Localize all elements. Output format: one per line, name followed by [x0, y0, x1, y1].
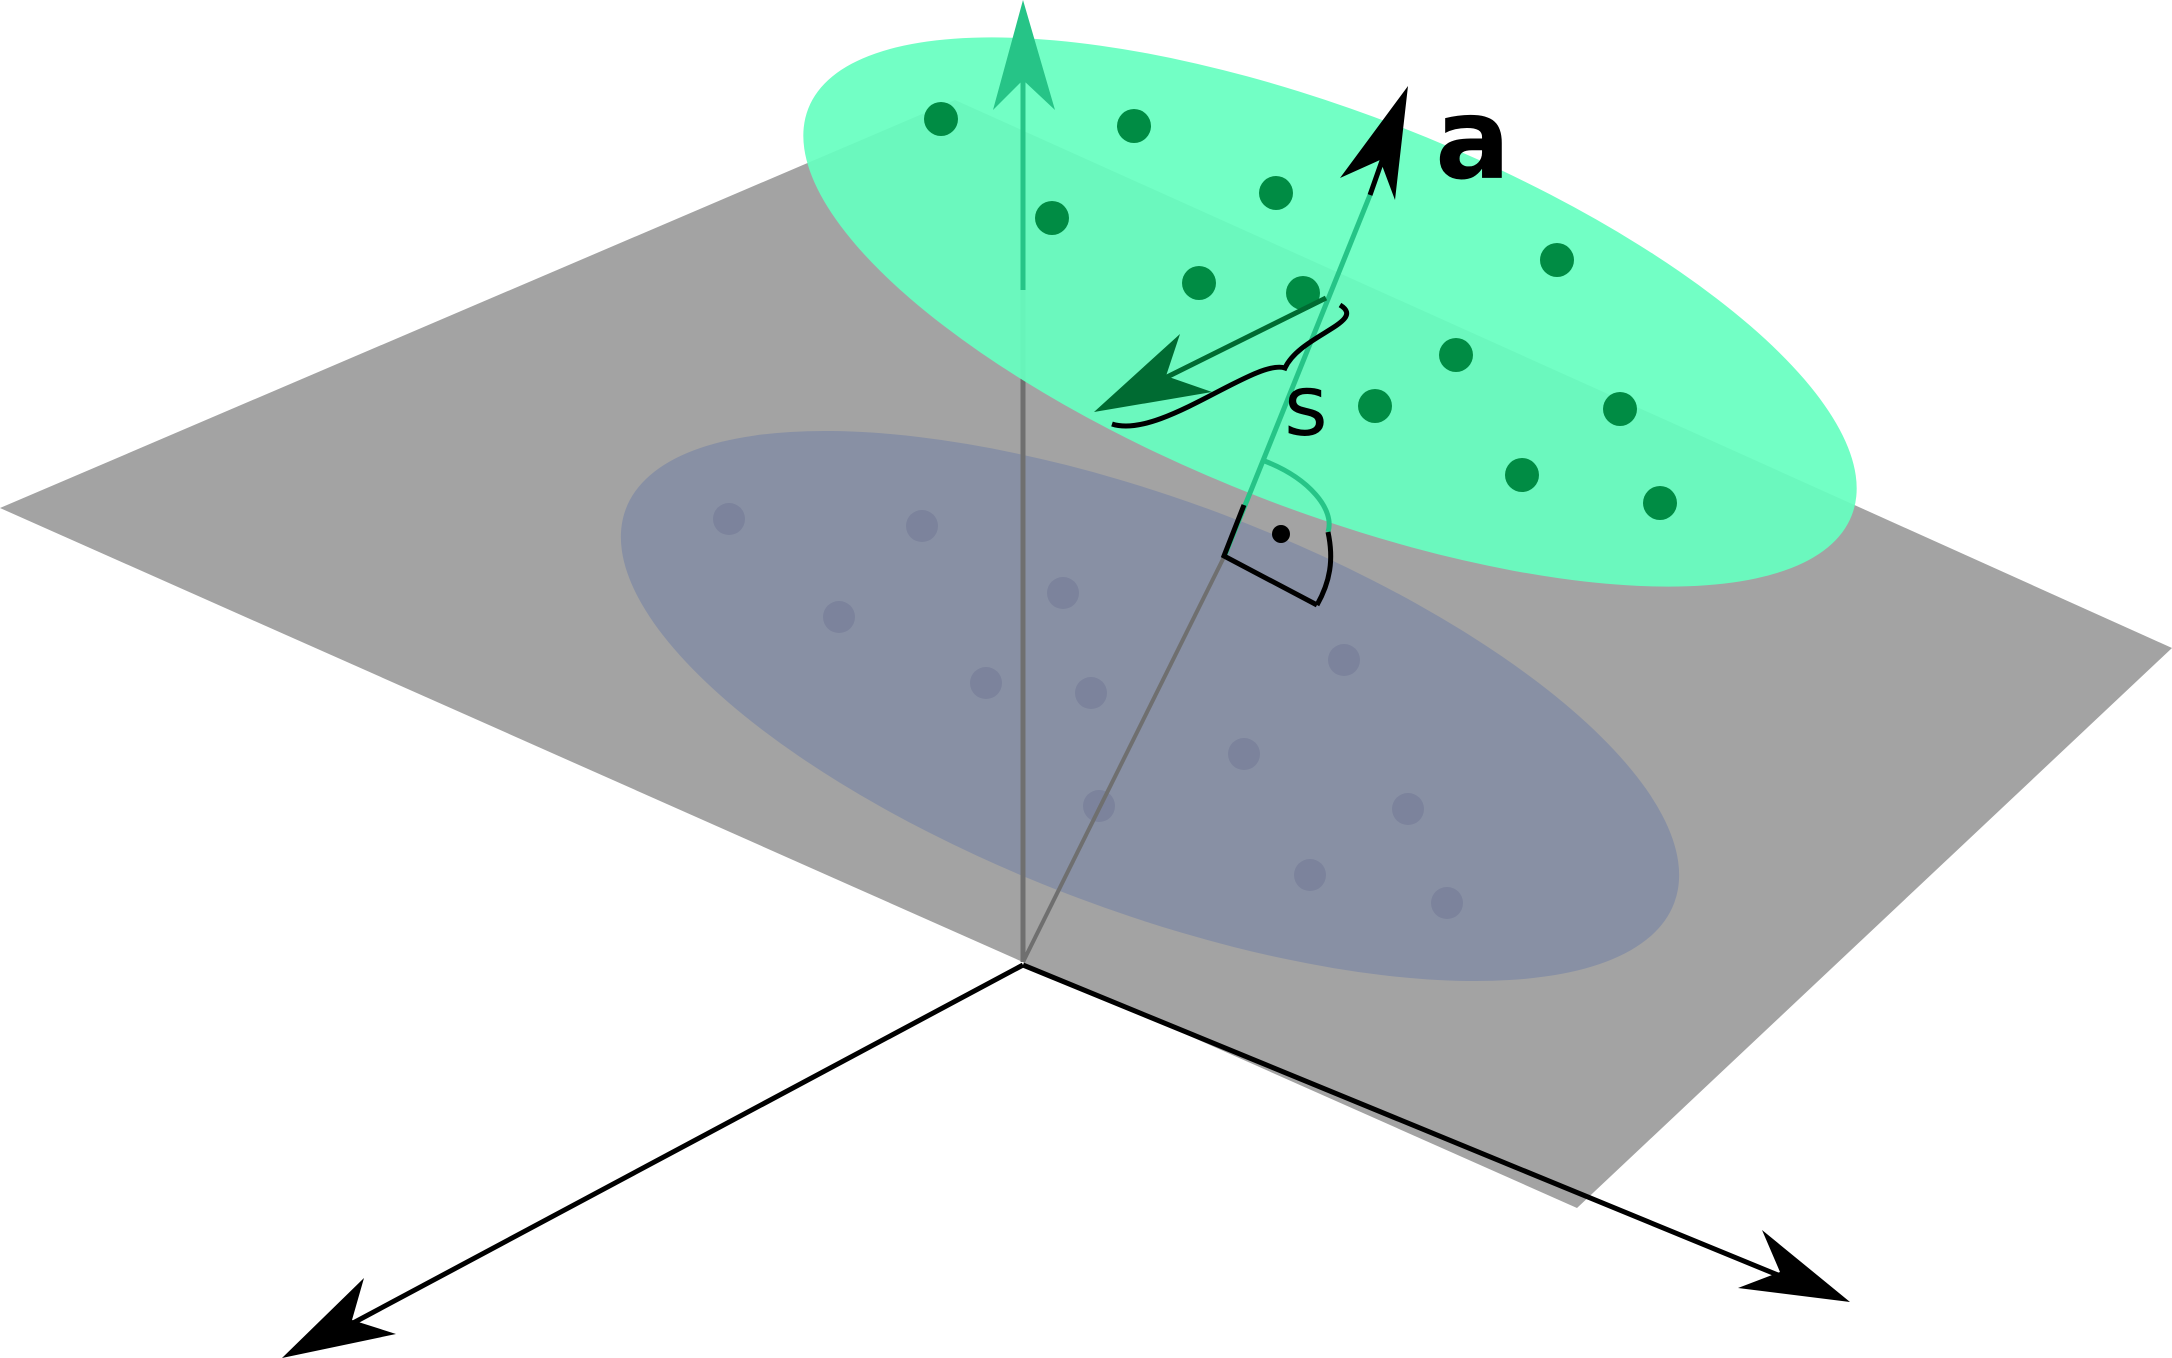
- vector-a-shaft: [1367, 157, 1386, 196]
- x-axis-arrowhead: [282, 1278, 396, 1358]
- projected-point: [1431, 887, 1463, 919]
- cluster-point: [1117, 109, 1151, 143]
- cluster-points: [924, 102, 1677, 520]
- vector-s-brace: [1111, 302, 1350, 429]
- cluster-point: [1439, 338, 1473, 372]
- cluster-point: [1643, 486, 1677, 520]
- projected-point: [1228, 738, 1260, 770]
- z-axis-arrowhead: [993, 0, 1055, 110]
- vector-a-arrowhead: [1340, 86, 1408, 200]
- vector-a-lower-segment: [1021, 554, 1227, 963]
- angle-arc-black: [1314, 531, 1334, 607]
- projected-point: [823, 601, 855, 633]
- projected-point: [906, 510, 938, 542]
- cluster-point: [1286, 276, 1320, 310]
- vector-a-mid-segment: [1222, 194, 1373, 556]
- projected-point: [1294, 859, 1326, 891]
- projected-point: [713, 503, 745, 535]
- cluster-point: [1259, 176, 1293, 210]
- projected-point: [1075, 677, 1107, 709]
- cluster-point: [1505, 458, 1539, 492]
- y-axis: [1022, 962, 1791, 1283]
- angle-dot: [1272, 525, 1290, 543]
- cluster-point: [1182, 266, 1216, 300]
- cluster-point: [1358, 389, 1392, 423]
- y-axis-arrowhead: [1738, 1230, 1850, 1302]
- angle-arc-green: [1261, 457, 1332, 533]
- projected-point: [1392, 793, 1424, 825]
- cluster-point: [924, 102, 958, 136]
- vector-a-label: a: [1435, 75, 1511, 205]
- cluster-point: [1035, 201, 1069, 235]
- cluster-point: [1540, 243, 1574, 277]
- cluster-ellipse: [803, 37, 1857, 587]
- vector-s-shaft: [1163, 295, 1328, 381]
- cluster-point: [1603, 392, 1637, 426]
- projected-point: [1047, 577, 1079, 609]
- projected-point: [1328, 644, 1360, 676]
- right-angle-marker: [1220, 504, 1319, 608]
- projected-points: [713, 503, 1463, 919]
- vector-s-label: s: [1284, 357, 1328, 455]
- vector-s-arrowhead: [1094, 334, 1212, 412]
- x-axis: [338, 962, 1025, 1333]
- projected-point: [970, 667, 1002, 699]
